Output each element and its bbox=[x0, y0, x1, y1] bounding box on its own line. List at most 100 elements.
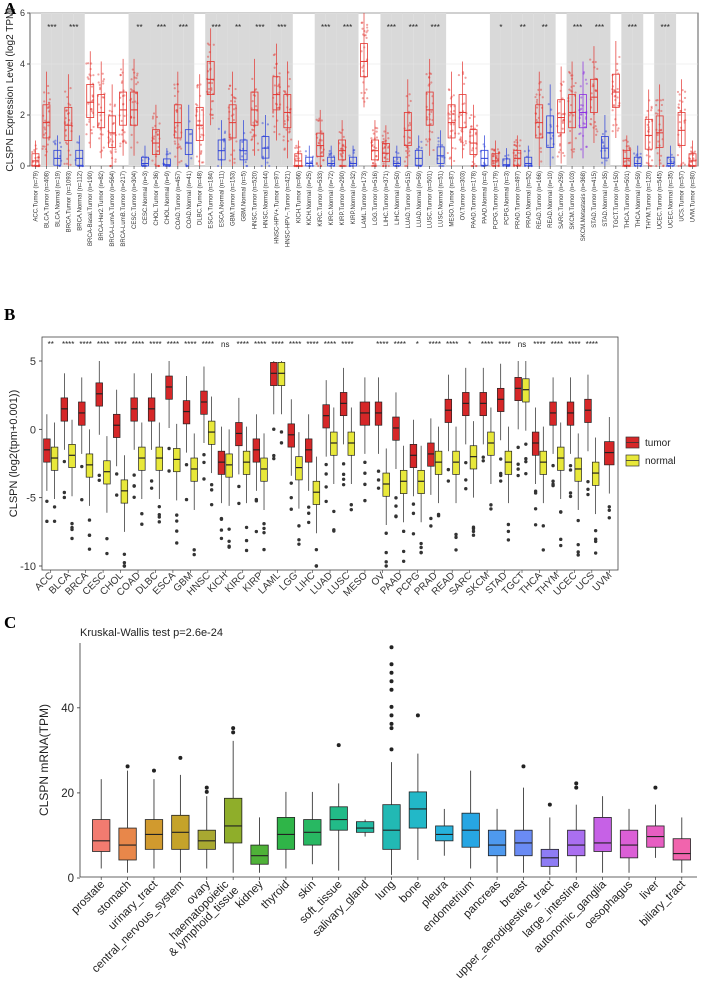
data-point-a bbox=[515, 139, 518, 142]
data-point-a bbox=[677, 106, 680, 109]
box-b-tumor bbox=[339, 392, 348, 417]
x-tick-label-a: LGG.Tumor (n=516) bbox=[373, 171, 379, 225]
data-point-a bbox=[174, 155, 177, 158]
data-point-a bbox=[360, 21, 363, 25]
data-point-a bbox=[447, 88, 450, 91]
data-point-a bbox=[437, 140, 440, 143]
data-point-a bbox=[452, 94, 455, 97]
significance-label-b: **** bbox=[202, 340, 214, 349]
outlier-b bbox=[524, 471, 528, 476]
data-point-a bbox=[539, 132, 542, 135]
outlier-b bbox=[593, 539, 598, 544]
significance-label-a: *** bbox=[277, 23, 286, 32]
data-point-a bbox=[678, 93, 681, 96]
data-point-a bbox=[612, 103, 616, 107]
data-point-a bbox=[363, 29, 366, 33]
data-point-a bbox=[339, 147, 342, 150]
data-point-a bbox=[320, 151, 323, 155]
x-tick-label-a: KIRC.Tumor (n=533) bbox=[318, 171, 324, 227]
data-point-a bbox=[648, 155, 651, 158]
box-b-tumor bbox=[95, 382, 103, 407]
data-point-a bbox=[272, 111, 275, 114]
outlier-b bbox=[314, 547, 319, 552]
outlier-b bbox=[376, 486, 381, 490]
data-point-a bbox=[570, 103, 573, 107]
x-tick-label-a: BRCA-Her2.Tumor (n=82) bbox=[99, 171, 105, 241]
data-point-a bbox=[470, 164, 473, 168]
data-point-a bbox=[97, 122, 101, 125]
outlier-b bbox=[363, 482, 367, 487]
outlier-b bbox=[551, 463, 555, 468]
outlier-b bbox=[506, 529, 511, 534]
significance-label-b: **** bbox=[533, 340, 545, 349]
outlier-b bbox=[272, 453, 276, 458]
outlier-b bbox=[62, 459, 67, 464]
x-tick-label-a: TGCT.Tumor (n=150) bbox=[614, 171, 620, 228]
shade-band-a bbox=[435, 13, 447, 166]
outlier-b bbox=[516, 462, 520, 466]
box-b-normal bbox=[242, 450, 251, 475]
outlier-c bbox=[389, 721, 394, 726]
data-point-a bbox=[36, 156, 39, 159]
box-b-tumor bbox=[549, 401, 557, 426]
data-point-a bbox=[109, 164, 112, 168]
data-point-a bbox=[283, 148, 286, 151]
data-point-a bbox=[601, 132, 605, 136]
x-tick-label-a: CHOL.Normal (n=9) bbox=[165, 171, 171, 225]
data-point-a bbox=[559, 89, 562, 93]
data-point-a bbox=[679, 109, 682, 113]
data-point-a bbox=[102, 146, 105, 149]
data-point-a bbox=[101, 133, 104, 136]
data-point-a bbox=[370, 164, 374, 168]
data-point-a bbox=[90, 108, 93, 111]
box-a bbox=[206, 61, 215, 96]
x-tick-label-a: CHOL.Tumor (n=36) bbox=[154, 171, 160, 226]
data-point-a bbox=[136, 74, 139, 77]
outlier-b bbox=[324, 472, 328, 476]
data-point-a bbox=[273, 130, 276, 134]
outlier-b bbox=[499, 479, 503, 483]
outlier-b bbox=[576, 542, 580, 547]
data-point-a bbox=[48, 101, 51, 105]
outlier-b bbox=[384, 550, 388, 555]
data-point-a bbox=[365, 31, 368, 34]
data-point-a bbox=[572, 150, 575, 153]
data-point-a bbox=[339, 164, 342, 168]
box-a bbox=[568, 94, 576, 129]
data-point-a bbox=[420, 140, 423, 143]
data-point-a bbox=[244, 152, 247, 155]
data-point-a bbox=[112, 121, 115, 125]
data-point-a bbox=[580, 113, 583, 116]
data-point-a bbox=[114, 148, 117, 151]
outlier-c bbox=[389, 679, 394, 684]
data-point-a bbox=[559, 143, 562, 146]
box-a bbox=[655, 115, 664, 148]
box-b-tumor bbox=[60, 397, 69, 422]
data-point-a bbox=[295, 155, 299, 158]
data-point-a bbox=[318, 119, 321, 122]
outlier-b bbox=[419, 541, 423, 546]
box-c bbox=[197, 829, 216, 850]
shade-band-a bbox=[511, 13, 523, 166]
box-b-normal bbox=[277, 362, 286, 386]
data-point-a bbox=[109, 133, 112, 136]
data-point-a bbox=[514, 154, 518, 157]
outlier-b bbox=[419, 545, 423, 550]
box-b-tumor bbox=[235, 422, 243, 447]
box-b-normal bbox=[103, 460, 111, 485]
outlier-b bbox=[401, 559, 406, 563]
data-point-a bbox=[504, 154, 507, 158]
data-point-a bbox=[287, 116, 290, 119]
data-point-a bbox=[251, 138, 254, 141]
data-point-a bbox=[473, 162, 476, 165]
data-point-a bbox=[90, 110, 93, 113]
panel-label-a: A bbox=[4, 0, 17, 18]
outlier-b bbox=[297, 542, 301, 546]
outlier-b bbox=[376, 478, 381, 482]
data-point-a bbox=[47, 138, 51, 141]
outlier-b bbox=[576, 518, 580, 523]
outlier-b bbox=[341, 462, 346, 466]
outlier-c bbox=[204, 785, 209, 790]
y-tick-label-a: 2 bbox=[20, 110, 25, 120]
data-point-a bbox=[278, 72, 281, 75]
